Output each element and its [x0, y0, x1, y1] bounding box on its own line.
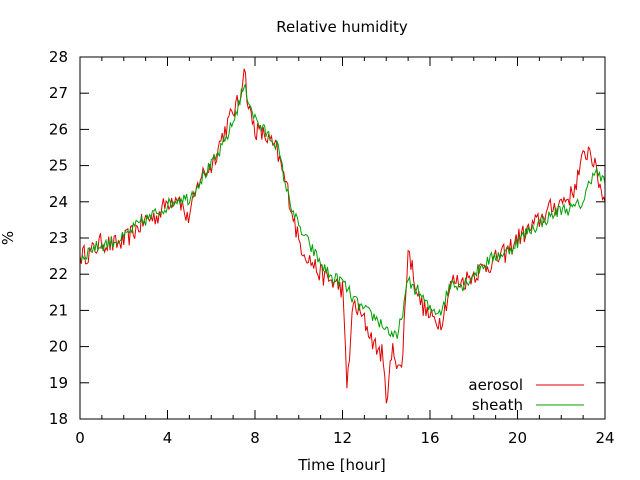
x-axis-label: Time [hour]: [297, 456, 386, 474]
series-line-aerosol: [79, 68, 606, 404]
y-tick-label: 21: [49, 301, 68, 319]
axes: 0 4 8 12 16 20 24 18 19 20 21 22 23 24 25 26 27 28: [49, 48, 615, 447]
y-tick-label: 28: [49, 48, 68, 66]
plot-frame: [79, 56, 606, 420]
y-tick-label: 26: [49, 120, 68, 138]
y-tick-label: 23: [49, 229, 68, 247]
y-tick-label: 22: [49, 265, 68, 283]
y-tick-label: 20: [49, 338, 68, 356]
x-tick-label: 24: [595, 429, 614, 447]
y-tick-label: 19: [49, 374, 68, 392]
x-tick-label: 16: [420, 429, 439, 447]
series-line-sheath: [79, 83, 606, 339]
chart-title: Relative humidity: [276, 18, 408, 36]
y-tick-label: 27: [49, 84, 68, 102]
legend-label-sheath: sheath: [472, 396, 523, 414]
x-tick-label: 12: [333, 429, 352, 447]
series-lines: [79, 68, 606, 404]
x-tick-label: 20: [508, 429, 527, 447]
y-tick-label: 24: [49, 193, 68, 211]
x-tick-label: 8: [250, 429, 260, 447]
y-tick-label: 25: [49, 157, 68, 175]
legend: aerosol sheath: [468, 376, 584, 414]
legend-label-aerosol: aerosol: [468, 376, 523, 394]
y-axis-label: %: [0, 231, 17, 245]
x-tick-label: 4: [163, 429, 173, 447]
y-tick-label: 18: [49, 410, 68, 428]
x-tick-label: 0: [75, 429, 85, 447]
